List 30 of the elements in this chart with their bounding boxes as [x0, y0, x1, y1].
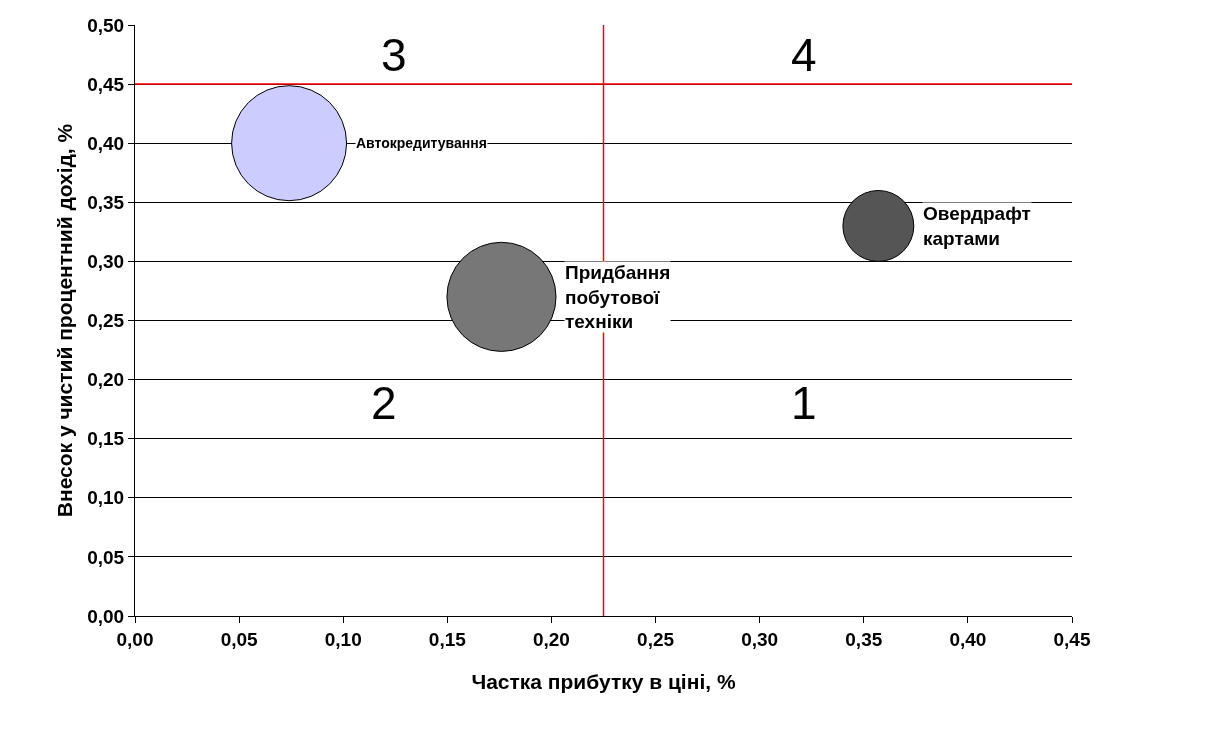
annotation: 4	[791, 29, 817, 81]
y-tick-label: 0,15	[87, 428, 125, 450]
series-label: Автокредитування	[356, 135, 487, 151]
x-tick-label: 0,25	[637, 628, 675, 650]
x-tick-label: 0,30	[741, 628, 779, 650]
y-tick-label: 0,10	[87, 487, 125, 509]
x-tick-label: 0,10	[324, 628, 362, 650]
y-tick-label: 0,35	[87, 191, 125, 213]
y-tick-label: 0,30	[87, 251, 125, 273]
y-tick-label: 0,00	[87, 605, 125, 627]
y-tick-label: 0,05	[87, 546, 125, 568]
x-tick-label: 0,20	[532, 628, 570, 650]
y-axis-title: Внесок у чистий процентний дохід, %	[53, 123, 77, 518]
x-tick-label: 0,45	[1053, 628, 1091, 650]
series-label: Овердрафт картами	[923, 203, 1031, 249]
x-tick-label: 0,00	[116, 628, 154, 650]
y-tick-label: 0,20	[87, 369, 125, 391]
series-label: Придбання побутової техніки	[565, 262, 671, 333]
annotation: 1	[791, 377, 817, 429]
x-axis-title: Частка прибутку в ціні, %	[471, 670, 736, 693]
annotation: 3	[381, 29, 407, 81]
y-tick-label: 0,50	[87, 14, 125, 36]
y-tick-label: 0,45	[87, 73, 125, 95]
y-tick-label: 0,25	[87, 310, 125, 332]
x-tick-label: 0,05	[220, 628, 259, 650]
y-tick-label: 0,40	[87, 132, 125, 154]
annotation: 2	[371, 377, 397, 429]
x-tick-label: 0,35	[845, 628, 883, 650]
x-tick-label: 0,15	[428, 628, 467, 650]
x-tick-label: 0,40	[949, 628, 987, 650]
